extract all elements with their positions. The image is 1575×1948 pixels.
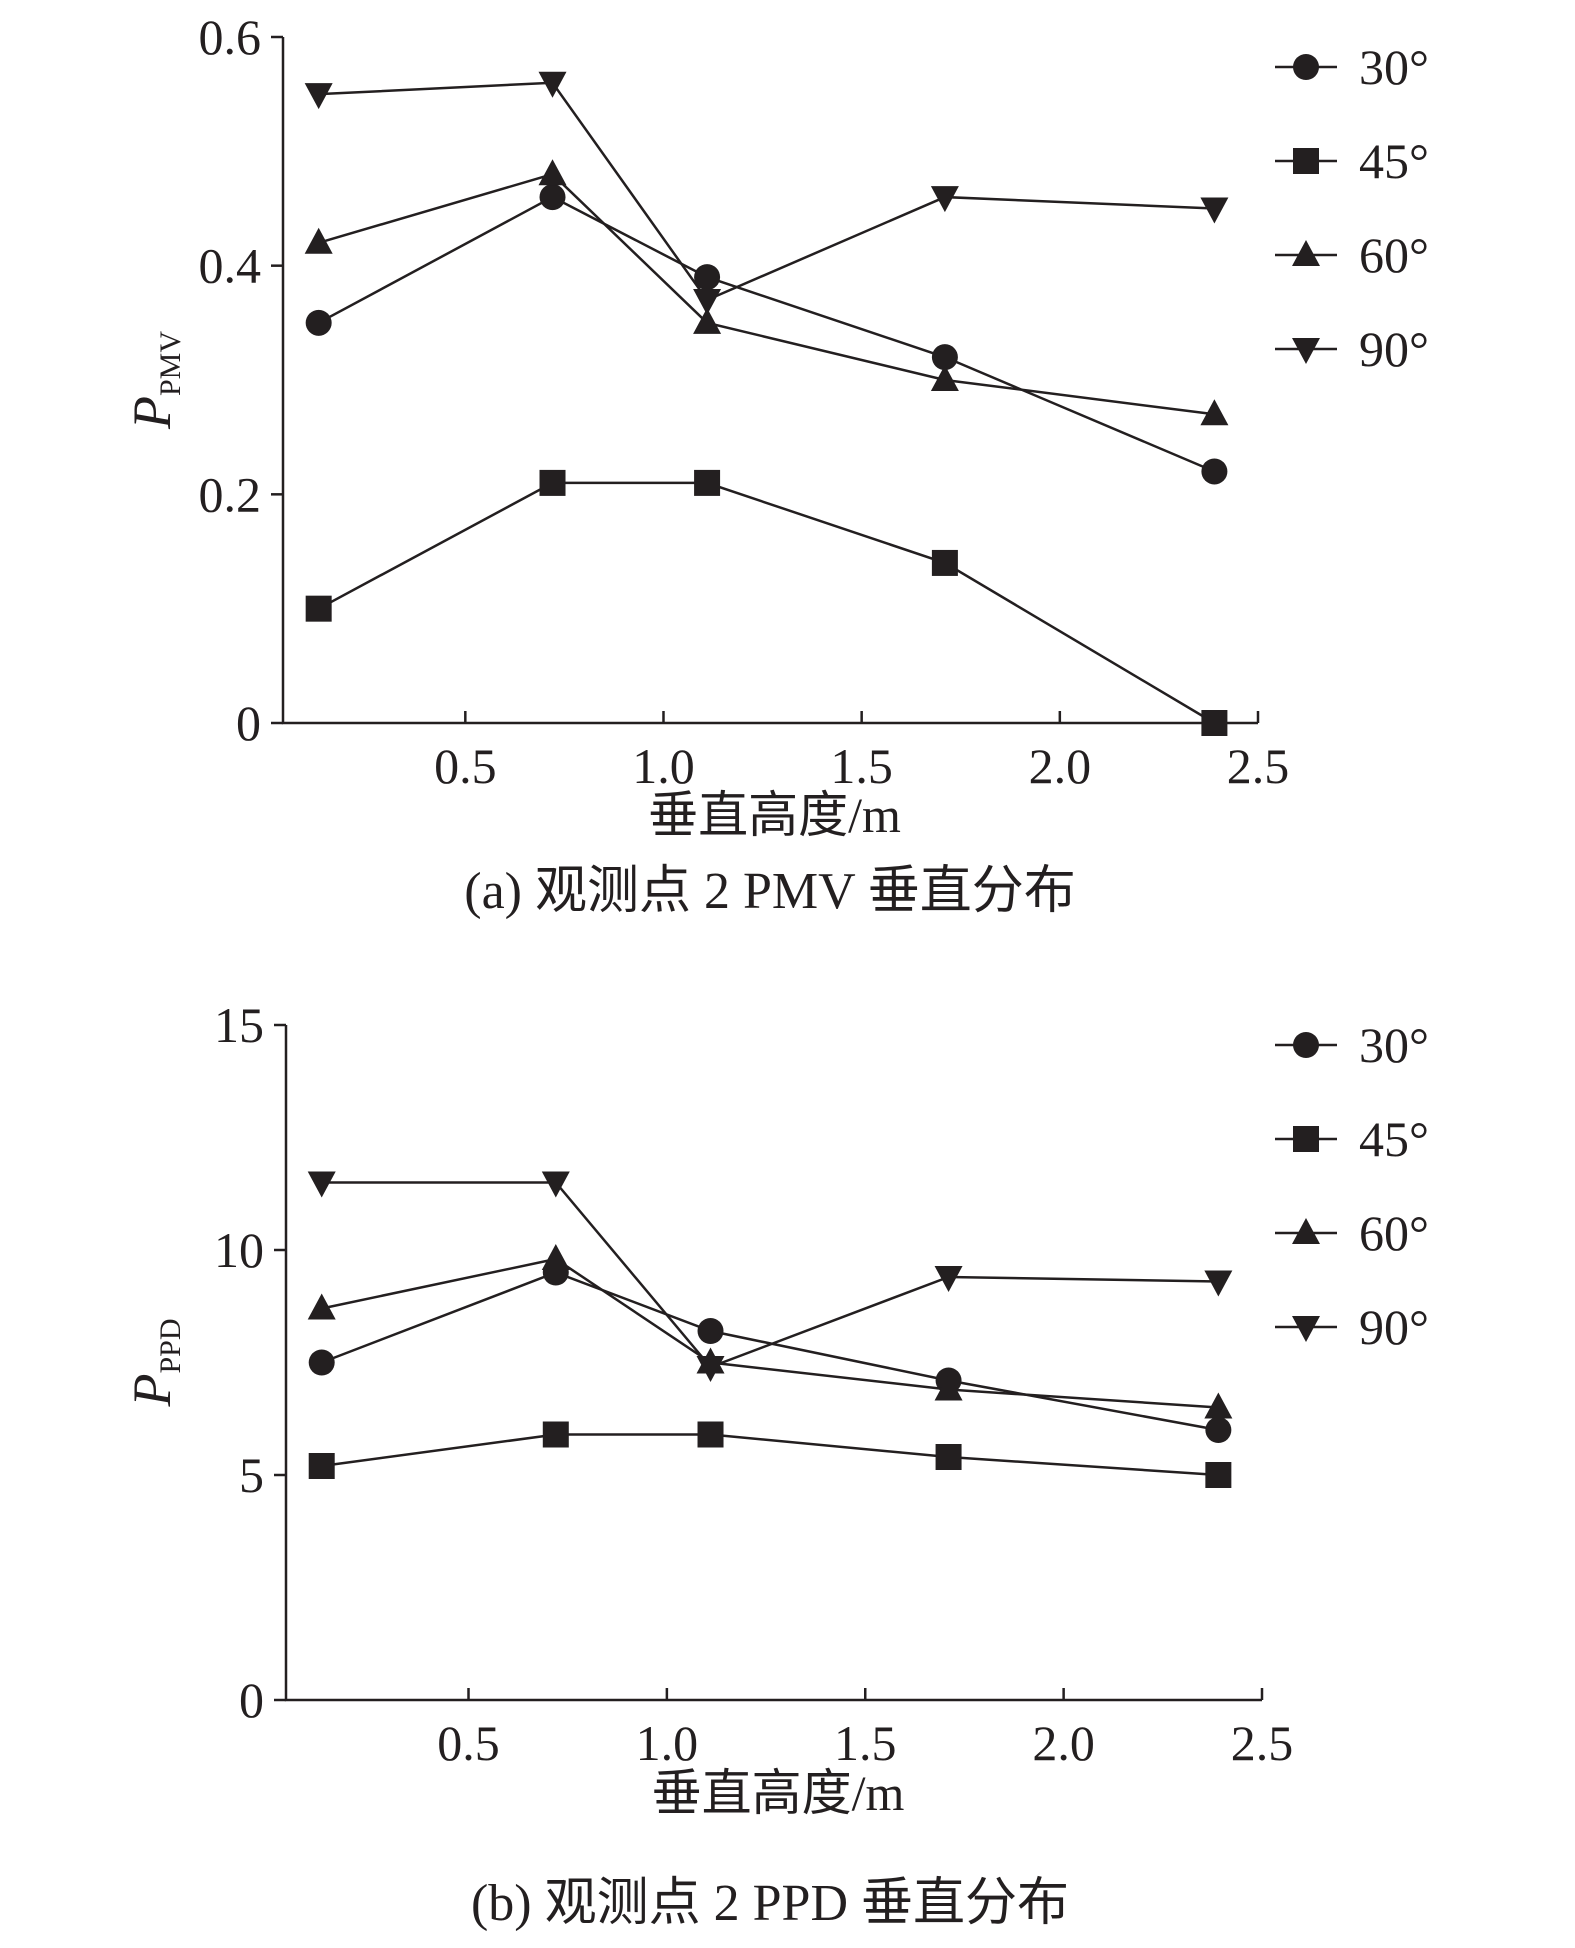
data-point (1201, 710, 1228, 736)
data-point (697, 1421, 724, 1448)
data-point (307, 1171, 336, 1198)
data-point (539, 469, 566, 496)
legend-marker (1292, 240, 1320, 266)
chart-panel-ppd: 0.5 1.0 1.5 2.0 2.5 0 5 10 15 30° 45° 60° 90° 垂直高度/m P… (122, 997, 1429, 1932)
series-line-0 (321, 1271, 1219, 1432)
y-tick-label: 0 (236, 695, 261, 751)
legend-label: 30° (1359, 39, 1429, 95)
axis-lines (281, 37, 1258, 725)
x-tick-label: 1.0 (632, 738, 695, 794)
data-point (1200, 197, 1229, 224)
data-point (308, 1349, 335, 1376)
legend-label: 60° (1359, 1205, 1429, 1261)
legend: 30° 45° 60° 90° (1275, 39, 1429, 377)
series-line-3 (321, 1181, 1219, 1369)
data-point (931, 344, 958, 371)
data-point (694, 469, 721, 496)
figure-caption: (b) 观测点 2 PPD 垂直分布 (471, 1875, 1069, 1932)
legend-label: 30° (1359, 1017, 1429, 1073)
data-point (930, 186, 959, 213)
data-point (539, 184, 566, 211)
data-point (1204, 1392, 1233, 1419)
y-tick-label: 0 (239, 1672, 264, 1728)
y-tick-label: 0.6 (199, 9, 262, 65)
data-point (696, 1356, 725, 1382)
chart-panel-pmv: 0.5 1.0 1.5 2.0 2.5 0 0.2 0.4 0.6 30° 45° 60° 90° 垂直高… (122, 9, 1429, 920)
data-point (538, 71, 567, 98)
series-line-0 (318, 195, 1215, 473)
data-point (1205, 1462, 1232, 1488)
x-tick-label: 2.5 (1231, 1715, 1294, 1771)
data-point (694, 264, 721, 291)
x-tick-label: 1.0 (636, 1715, 699, 1771)
data-point (538, 159, 567, 186)
data-point (693, 288, 722, 315)
x-axis-title: 垂直高度/m (652, 1765, 905, 1821)
data-point (305, 309, 332, 336)
y-tick-label: 0.2 (199, 466, 262, 522)
legend-marker (1293, 148, 1319, 174)
data-point (1204, 1270, 1233, 1297)
x-tick-label: 1.5 (830, 738, 893, 794)
legend-label: 90° (1359, 1299, 1429, 1355)
x-tick-label: 0.5 (437, 1715, 500, 1771)
y-tick-label: 15 (214, 997, 264, 1053)
series-line-1 (321, 1433, 1219, 1477)
x-tick-label: 2.5 (1227, 738, 1290, 794)
data-point (1201, 458, 1228, 485)
legend-label: 90° (1359, 321, 1429, 377)
y-tick-label: 0.4 (199, 238, 262, 294)
data-point (1205, 1417, 1232, 1443)
legend-label: 45° (1359, 133, 1429, 189)
legend: 30° 45° 60° 90° (1275, 1017, 1429, 1355)
data-point (304, 227, 333, 254)
axis-lines (284, 1025, 1262, 1702)
legend-label: 60° (1359, 227, 1429, 283)
x-tick-label: 1.5 (834, 1715, 897, 1771)
x-axis-title: 垂直高度/m (648, 787, 901, 843)
data-point (930, 365, 959, 391)
series-line-2 (318, 172, 1215, 416)
legend-marker (1292, 1316, 1320, 1342)
data-point (693, 307, 722, 334)
data-point (1200, 399, 1229, 426)
x-tick-label: 2.0 (1029, 738, 1092, 794)
data-point (697, 1318, 724, 1344)
series-line-2 (321, 1257, 1219, 1409)
data-point (542, 1421, 569, 1448)
data-point (541, 1244, 570, 1270)
legend-marker (1292, 338, 1320, 364)
data-point (305, 595, 332, 622)
data-point (931, 549, 958, 576)
data-point (308, 1453, 335, 1479)
data-point (935, 1444, 962, 1470)
legend-marker (1293, 54, 1319, 80)
series-line-3 (318, 81, 1215, 302)
legend-marker (1292, 1218, 1320, 1244)
legend-label: 45° (1359, 1111, 1429, 1167)
series-line-1 (318, 481, 1216, 725)
data-point (541, 1171, 570, 1198)
y-axis-title: PPMV (122, 331, 187, 430)
x-tick-label: 2.0 (1032, 1715, 1095, 1771)
y-tick-label: 5 (239, 1447, 264, 1503)
figure-caption: (a) 观测点 2 PMV 垂直分布 (464, 863, 1075, 920)
legend-marker (1293, 1032, 1319, 1058)
y-tick-label: 10 (214, 1222, 264, 1278)
data-point (304, 83, 333, 110)
y-axis-title: PPPD (122, 1318, 187, 1407)
data-point (307, 1293, 336, 1320)
data-point (934, 1374, 963, 1401)
x-tick-label: 0.5 (434, 738, 497, 794)
data-point (934, 1266, 963, 1292)
legend-marker (1293, 1126, 1319, 1152)
